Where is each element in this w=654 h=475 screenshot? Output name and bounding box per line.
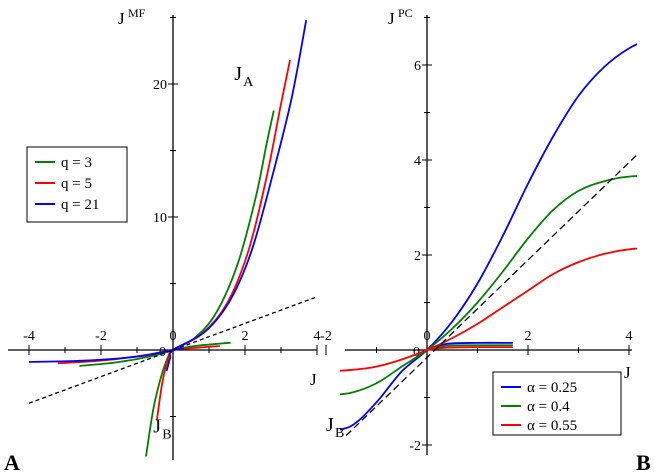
legend-label: α = 0.4 [527, 399, 570, 415]
series-curve [28, 348, 184, 363]
y-tick-label: 4 [414, 154, 421, 169]
annotation-subscript: B [335, 426, 344, 441]
series-curve [426, 344, 513, 351]
x-tick-label: 0 [424, 329, 431, 344]
y-axis-label-superscript: MF [128, 6, 146, 20]
legend-label: α = 0.55 [527, 418, 577, 434]
y-axis-label: J [118, 9, 125, 28]
legend: α = 0.25 α = 0.4 α = 0.55 [492, 371, 622, 436]
x-tick-label: 4 [314, 329, 321, 344]
series-curve [165, 19, 308, 372]
legend: q = 3 q = 5 q = 21 [26, 146, 128, 223]
y-tick-label: 2 [414, 249, 421, 264]
x-tick-label: 2 [525, 329, 532, 344]
x-tick-label: 4 [626, 329, 633, 344]
series-curve [155, 59, 291, 421]
series-curve [340, 43, 637, 431]
y-tick-label: -2 [409, 439, 421, 454]
legend-box [26, 146, 128, 223]
legend-label: q = 5 [61, 176, 92, 192]
annotation-jb: J [326, 414, 334, 436]
series-curve [145, 110, 275, 457]
x-tick-label: -2 [95, 329, 107, 344]
annotation-jb: J [153, 415, 161, 437]
x-tick-label: -4 [23, 329, 35, 344]
legend-label: α = 0.25 [527, 380, 577, 396]
y-tick-label: 6 [414, 59, 421, 74]
reference-dashed-line [345, 153, 637, 436]
series-group [28, 19, 318, 457]
legend-label: q = 3 [61, 155, 92, 171]
y-axis-label-superscript: PC [398, 6, 413, 20]
x-tick-label: 2 [242, 329, 249, 344]
series-group [340, 43, 637, 436]
y-tick-label: 0 [413, 345, 420, 360]
x-tick-label: 0 [170, 329, 177, 344]
annotation-subscript: A [243, 75, 254, 90]
annotation-subscript: B [162, 427, 171, 442]
x-axis-label: J [310, 370, 317, 389]
panel-label: A [4, 450, 20, 475]
legend-label: q = 21 [61, 197, 99, 213]
y-tick-label: 20 [153, 78, 167, 93]
series-curve [340, 247, 637, 372]
annotation-ja: J [234, 63, 242, 85]
panel-label: B [636, 450, 651, 475]
x-tick-label: -2 [320, 329, 332, 344]
y-axis-label: J [388, 9, 395, 28]
x-axis-label: J [624, 363, 631, 382]
series-curve [340, 175, 637, 396]
y-tick-label: 10 [153, 211, 167, 226]
